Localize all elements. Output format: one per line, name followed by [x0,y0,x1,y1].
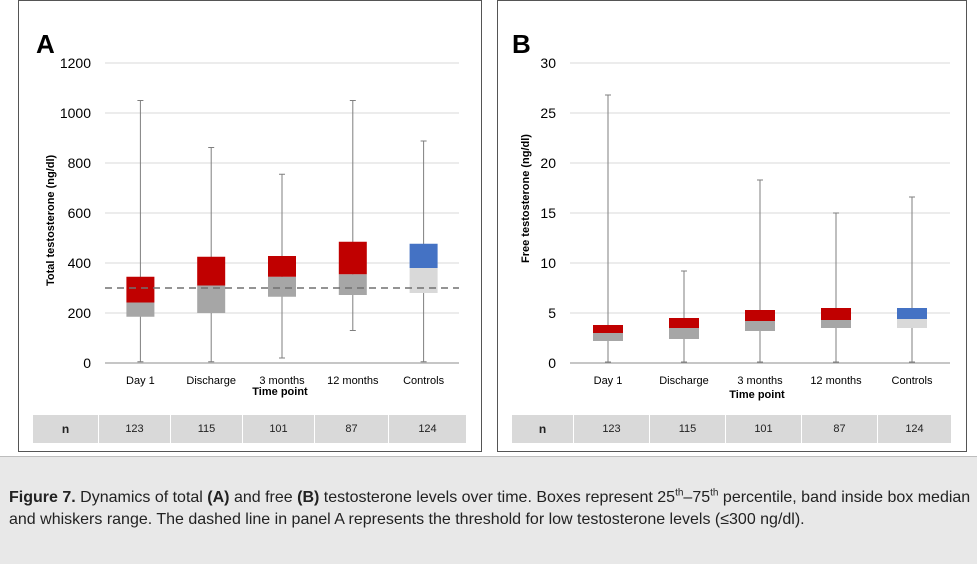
panel-b-letter: B [512,29,531,59]
n-cell: 87 [315,415,389,443]
chart-a-plot: 0 200 400 600 800 1000 1200 Day 1 Discharge 3 mon… [60,55,459,387]
chart-b-xtick-label: 12 months [810,375,862,387]
chart-b-xtick-label: Discharge [659,375,709,387]
chart-b-ytick-label: 15 [540,205,556,221]
chart-b-box-upper [745,310,775,321]
chart-b-xtick-label: Controls [892,375,933,387]
chart-a-ytick-label: 600 [68,205,92,221]
n-cell: 115 [650,415,726,443]
panel-b: 0 5 10 15 20 25 30 Day 1 Discharge 3 months 12 mon… [497,0,967,452]
chart-a-box-upper [409,243,438,268]
chart-b-ytick-label: 20 [540,155,556,171]
chart-b-xlabel: Time point [729,389,785,401]
caption-text: Dynamics of total [75,489,208,506]
chart-b-n-table: n 123 115 101 87 124 [512,415,951,443]
n-cell: 123 [574,415,650,443]
chart-a-ytick-label: 1000 [60,105,91,121]
n-cell: 124 [905,423,924,435]
chart-b-xtick-label: Day 1 [594,375,623,387]
chart-b-box-upper [593,325,623,333]
chart-a-xtick-label: Discharge [186,375,236,387]
chart-a-box-lower [126,302,155,317]
chart-b-ylabel: Free testosterone (ng/dl) [520,134,532,263]
chart-a-ytick-label: 400 [68,255,92,271]
chart-a-xtick-label: 3 months [259,375,305,387]
chart-a-box-upper [268,256,296,277]
n-cell: 123 [99,415,171,443]
caption-superscript: th [675,487,684,499]
chart-b-ytick-label: 25 [540,105,556,121]
chart-b-plot: 0 5 10 15 20 25 30 Day 1 Discharge 3 months 12 mon… [540,55,950,387]
caption-text: testosterone levels over time. Boxes rep… [319,489,676,506]
figure-caption: Figure 7. Dynamics of total (A) and free… [0,456,977,564]
chart-a-box-upper [338,241,367,275]
chart-b-ytick-label: 30 [540,55,556,71]
chart-b-ytick-label: 5 [548,305,556,321]
chart-a-xlabel: Time point [252,386,308,398]
chart-b-box-lower [821,320,851,328]
chart-b-ytick-label: 0 [548,355,556,371]
chart-a-ytick-label: 200 [68,305,92,321]
caption-text: percentile, band inside box median and w… [9,489,971,528]
caption-panel-b-ref: (B) [297,489,320,506]
chart-a-xtick-label: Day 1 [126,375,155,387]
caption-text: and free [229,489,298,506]
n-cell: 101 [726,415,802,443]
n-header: n [512,415,574,443]
chart-b-box-lower [897,319,927,328]
chart-b-box-lower [593,333,623,341]
chart-b-box-upper [669,318,699,328]
chart-a-box-lower [338,274,367,295]
chart-a-xtick-label: 12 months [327,375,379,387]
chart-a-box-lower [197,285,226,313]
chart-b-box-lower [669,328,699,339]
caption-text: –75 [683,489,711,506]
n-cell: 115 [171,415,243,443]
caption-superscript: th [710,487,719,499]
n-cell: 124 [418,423,437,435]
caption-panel-a-ref: (A) [207,489,230,506]
chart-a-ytick-label: 800 [68,155,92,171]
chart-a-box-upper [197,256,226,286]
chart-a-box-upper [126,276,155,303]
panel-a-letter: A [36,29,55,59]
chart-a-box-lower [268,276,296,297]
panel-a: 0 200 400 600 800 1000 1200 Day 1 Discharge 3 mon… [18,0,482,452]
chart-a-ytick-label: 1200 [60,55,91,71]
chart-b-box-upper [821,308,851,320]
chart-a-n-table: n 123 115 101 87 124 [33,415,466,443]
chart-b-xtick-label: 3 months [737,375,783,387]
caption-figure-label: Figure 7. [9,489,76,506]
chart-a-xtick-label: Controls [403,375,444,387]
n-header: n [33,415,99,443]
chart-a-ytick-label: 0 [83,355,91,371]
chart-b-box-upper [897,308,927,319]
n-cell: 87 [802,415,878,443]
chart-a-ylabel: Total testosterone (ng/dl) [45,154,57,286]
chart-a-box-lower [409,268,438,293]
n-cell: 101 [243,415,315,443]
chart-b-box-lower [745,321,775,331]
chart-b-ytick-label: 10 [540,255,556,271]
